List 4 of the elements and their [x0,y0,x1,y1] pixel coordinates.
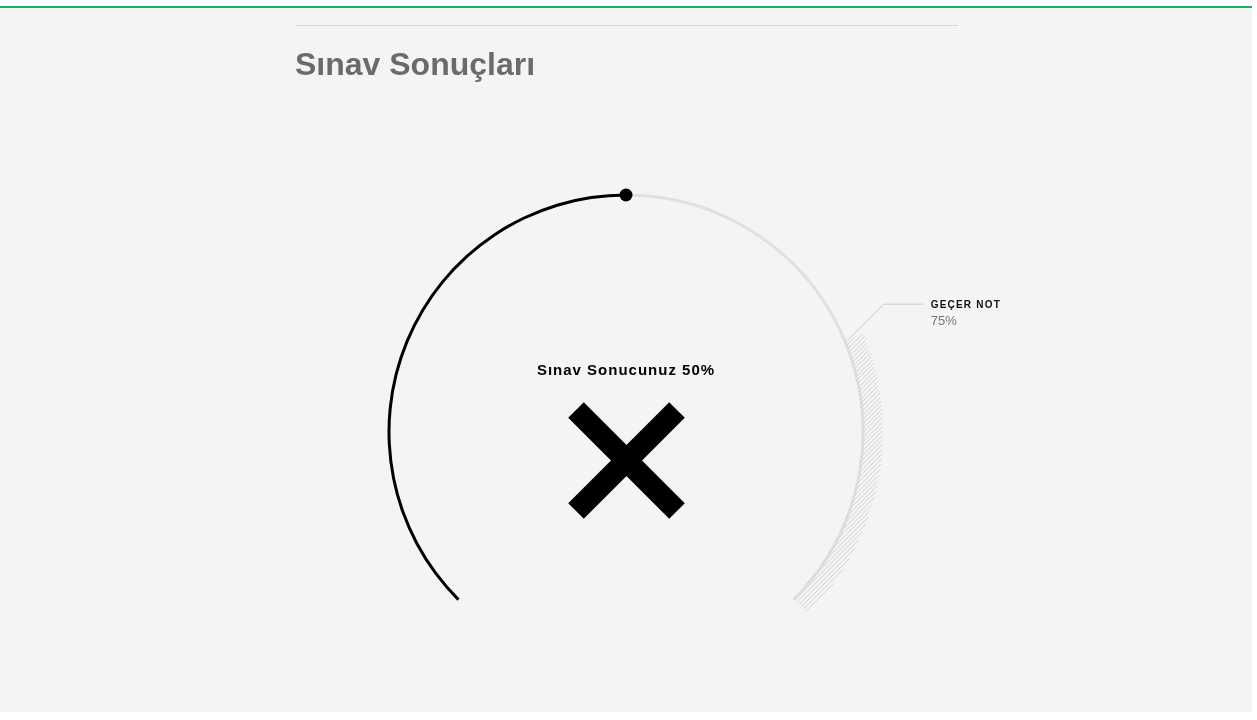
text: GEÇER NOT [930,298,1001,310]
text: Sınav Sonucunuz 50% [536,361,716,378]
chart-title: Sınav Sonuçları [295,46,536,82]
text: 75% [930,312,958,328]
